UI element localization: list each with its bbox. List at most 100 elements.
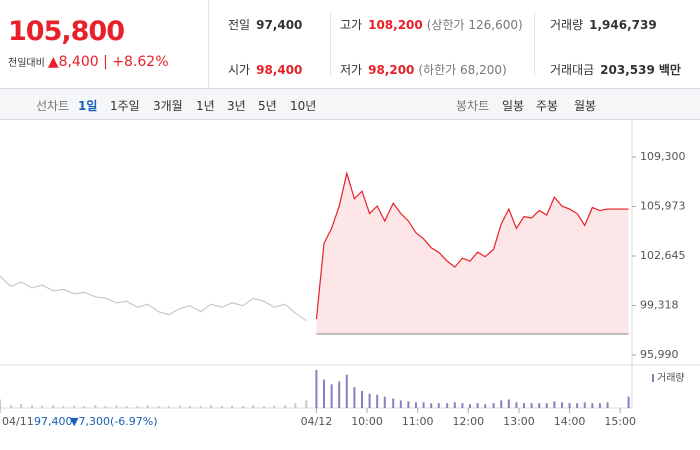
volume-bar	[305, 400, 308, 408]
volume-bar	[422, 402, 425, 408]
volume-bar	[568, 403, 571, 408]
change: 전일대비 ▲8,400 | +8.62%	[8, 54, 169, 70]
volume-bar	[199, 406, 202, 408]
tab[interactable]: 5년	[258, 99, 277, 113]
stat-note: (상한가 126,600)	[426, 18, 523, 32]
tab[interactable]: 주봉	[536, 99, 559, 113]
volume-bar	[31, 405, 34, 408]
volume-bar	[399, 400, 402, 408]
stat-value: 1,946,739	[589, 18, 657, 32]
volume-bar	[157, 406, 160, 408]
volume-bar	[242, 406, 245, 408]
volume-bar	[83, 406, 86, 408]
tab[interactable]: 1일	[78, 99, 98, 113]
stat: 고가 108,200 (상한가 126,600)	[340, 16, 523, 33]
stat: 거래대금 203,539 백만	[550, 61, 681, 78]
stat-label: 고가	[340, 18, 363, 32]
volume-bar	[20, 404, 23, 408]
volume-bar	[437, 403, 440, 408]
volume-bar	[560, 402, 563, 408]
volume-bar	[383, 396, 386, 408]
volume-bar	[583, 402, 586, 408]
tab-group-label: 선차트	[36, 99, 70, 113]
footer-rate: (-6.97%)	[110, 415, 158, 428]
volume-bar	[345, 374, 348, 408]
y-tick-label: 102,645	[640, 249, 686, 262]
tab[interactable]: 3개월	[153, 99, 183, 113]
stat: 거래량 1,946,739	[550, 16, 657, 33]
tab[interactable]: 일봉	[502, 99, 525, 113]
volume-bar	[492, 403, 495, 408]
volume-bar	[507, 399, 510, 408]
volume-bar	[231, 405, 234, 408]
x-tick-label: 12:00	[452, 415, 484, 428]
volume-bar	[376, 394, 379, 408]
volume-bar	[9, 405, 12, 408]
volume-bar	[446, 403, 449, 408]
volume-bar	[220, 406, 223, 408]
tab[interactable]: 1주일	[110, 99, 140, 113]
volume-bar	[167, 406, 170, 408]
x-tick-label: 13:00	[503, 415, 535, 428]
footer-change: ▼7,300	[70, 415, 110, 428]
volume-bar	[453, 402, 456, 408]
stat-label: 전일	[228, 18, 251, 32]
quote-panel: 105,800 전일대비 ▲8,400 | +8.62% 전일 97,400 고가 1…	[0, 0, 700, 89]
x-tick-label: 15:00	[604, 415, 636, 428]
tab[interactable]: 3년	[227, 99, 246, 113]
volume-bar	[553, 401, 556, 408]
stat-label: 거래량	[550, 18, 584, 32]
price-line	[0, 275, 307, 322]
y-tick-label: 99,318	[640, 298, 679, 311]
change-rate: +8.62%	[112, 54, 169, 70]
volume-bar	[545, 403, 548, 408]
legend-swatch	[652, 374, 654, 382]
stat-note: (하한가 68,200)	[418, 63, 507, 77]
volume-bar	[62, 406, 65, 408]
volume-bar	[392, 398, 395, 408]
volume-bar	[330, 384, 333, 408]
tab[interactable]: 월봉	[574, 99, 597, 113]
volume-bar	[430, 403, 433, 408]
volume-bar	[353, 387, 356, 408]
x-tick-label: 11:00	[402, 415, 434, 428]
volume-bar	[461, 403, 464, 408]
stat: 저가 98,200 (하한가 68,200)	[340, 61, 507, 78]
volume-bar	[115, 405, 118, 408]
x-tick-label: 14:00	[554, 415, 586, 428]
volume-bar	[294, 403, 297, 408]
tab[interactable]: 10년	[290, 99, 317, 113]
volume-bar	[284, 405, 287, 408]
stat-value: 98,200	[368, 63, 415, 77]
volume-bar	[414, 402, 417, 408]
area	[316, 173, 629, 335]
stat-label: 저가	[340, 63, 363, 77]
volume-bar	[591, 403, 594, 408]
volume-bar	[627, 396, 630, 408]
volume-bar	[125, 406, 128, 408]
volume-bar	[178, 405, 181, 408]
volume-bar	[94, 405, 97, 408]
stat: 전일 97,400	[228, 16, 302, 33]
volume-bar	[530, 403, 533, 408]
volume-bar	[136, 406, 139, 408]
stat-label: 거래대금	[550, 63, 595, 77]
x-tick-label: 10:00	[351, 415, 383, 428]
volume-bar	[188, 406, 191, 408]
volume-bar	[0, 399, 1, 408]
divider	[534, 12, 535, 76]
change-label: 전일대비	[8, 58, 45, 69]
volume-bar	[484, 404, 487, 408]
stat: 시가 98,400	[228, 61, 302, 78]
stat-value: 108,200	[368, 18, 423, 32]
volume-bar	[52, 405, 55, 408]
y-tick-label: 109,300	[640, 150, 686, 163]
price-box: 105,800 전일대비 ▲8,400 | +8.62%	[0, 0, 209, 88]
tab[interactable]: 1년	[196, 99, 215, 113]
tab-bar: 선차트 봉차트 1일 1주일 3개월 1년 3년 5년 10년 일봉 주봉 월봉	[0, 89, 700, 120]
volume-bar	[368, 393, 371, 408]
volume-bar	[73, 405, 76, 408]
stat-label: 시가	[228, 63, 251, 77]
stat-value: 97,400	[256, 18, 303, 32]
